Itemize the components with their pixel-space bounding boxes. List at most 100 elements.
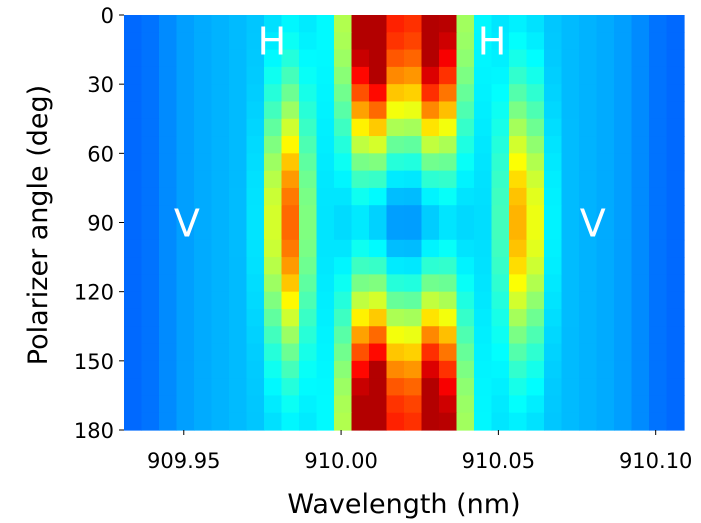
heatmap-cell — [614, 32, 633, 51]
heatmap-cell — [299, 360, 318, 379]
heatmap-cell — [316, 170, 335, 189]
heatmap-cell — [421, 153, 440, 172]
heatmap-cell — [334, 308, 353, 327]
heatmap-cell — [334, 343, 353, 362]
heatmap-cell — [141, 101, 160, 120]
heatmap-cell — [561, 308, 580, 327]
heatmap-cell — [316, 222, 335, 241]
heatmap-cell — [421, 257, 440, 275]
heatmap-cell — [299, 118, 318, 137]
x-tick-label: 909.95 — [147, 449, 220, 473]
heatmap-cell — [369, 49, 388, 68]
heatmap-cell — [194, 222, 213, 241]
heatmap-cell — [474, 101, 493, 120]
heatmap-cell — [176, 101, 195, 120]
heatmap-cell — [614, 84, 633, 103]
heatmap-cell — [159, 257, 178, 275]
heatmap-cell — [281, 66, 300, 85]
heatmap-cell — [474, 118, 493, 137]
heatmap-cell — [369, 360, 388, 379]
heatmap-cell — [456, 101, 475, 120]
heatmap-cell — [369, 326, 388, 345]
heatmap-cell — [526, 101, 545, 120]
heatmap-cell — [211, 49, 230, 68]
heatmap-cell — [229, 32, 248, 51]
heatmap-cell — [509, 222, 528, 241]
heatmap-cell — [246, 153, 265, 172]
heatmap-cell — [141, 32, 160, 51]
heatmap-cell — [281, 291, 300, 310]
heatmap-cell — [316, 101, 335, 120]
heatmap-cell — [141, 343, 160, 362]
heatmap-cell — [176, 257, 195, 275]
heatmap-cell — [281, 326, 300, 345]
heatmap-cell — [544, 84, 563, 103]
heatmap-cell — [124, 15, 143, 33]
heatmap-cell — [579, 49, 598, 68]
heatmap-cell — [439, 118, 458, 137]
heatmap-cell — [281, 170, 300, 189]
heatmap-cell — [596, 170, 615, 189]
heatmap-cell — [579, 257, 598, 275]
heatmap-cell — [421, 274, 440, 293]
x-axis-title: Wavelength (nm) — [287, 489, 520, 520]
heatmap-cell — [526, 326, 545, 345]
heatmap-cell — [281, 412, 300, 431]
heatmap-cell — [124, 378, 143, 397]
heatmap-cell — [124, 222, 143, 241]
heatmap-cell — [509, 378, 528, 397]
heatmap-cell — [614, 308, 633, 327]
heatmap-cell — [526, 378, 545, 397]
heatmap-cell — [421, 343, 440, 362]
heatmap-cell — [614, 239, 633, 258]
heatmap-cell — [351, 308, 370, 327]
polarization-label: V — [580, 202, 606, 246]
heatmap-cell — [456, 153, 475, 172]
heatmap-cell — [124, 170, 143, 189]
heatmap-cell — [351, 205, 370, 224]
heatmap-cell — [456, 170, 475, 189]
heatmap-cell — [369, 118, 388, 137]
heatmap-cell — [176, 136, 195, 154]
heatmap-cell — [404, 187, 423, 206]
heatmap-cell — [194, 274, 213, 293]
heatmap-cell — [281, 222, 300, 241]
heatmap-cell — [666, 239, 685, 258]
heatmap-cell — [316, 257, 335, 275]
heatmap-cell — [614, 274, 633, 293]
heatmap-cell — [281, 205, 300, 224]
heatmap-cell — [631, 257, 650, 275]
heatmap-cell — [421, 395, 440, 414]
heatmap-cell — [509, 32, 528, 51]
heatmap-cell — [229, 308, 248, 327]
heatmap-cell — [299, 239, 318, 258]
heatmap-cell — [456, 308, 475, 327]
heatmap-cell — [141, 84, 160, 103]
heatmap-cell — [299, 32, 318, 51]
heatmap-cell — [334, 136, 353, 154]
heatmap-cell — [299, 187, 318, 206]
heatmap-cell — [596, 412, 615, 431]
heatmap-cell — [474, 326, 493, 345]
heatmap-cell — [386, 136, 405, 154]
heatmap-cell — [194, 32, 213, 51]
heatmap-cell — [246, 118, 265, 137]
heatmap-cell — [229, 343, 248, 362]
heatmap-cell — [631, 378, 650, 397]
heatmap-cell — [369, 101, 388, 120]
heatmap-cell — [211, 84, 230, 103]
heatmap-cell — [316, 15, 335, 33]
heatmap-cell — [351, 153, 370, 172]
y-tick-label: 90 — [87, 212, 114, 236]
heatmap-cell — [631, 118, 650, 137]
heatmap-cell — [596, 136, 615, 154]
heatmap-cell — [141, 205, 160, 224]
heatmap-cell — [211, 153, 230, 172]
heatmap-cell — [211, 412, 230, 431]
heatmap-cell — [649, 84, 668, 103]
heatmap-cell — [526, 49, 545, 68]
heatmap-cell — [649, 378, 668, 397]
heatmap-cell — [194, 49, 213, 68]
heatmap-cell — [579, 84, 598, 103]
heatmap-cell — [439, 222, 458, 241]
